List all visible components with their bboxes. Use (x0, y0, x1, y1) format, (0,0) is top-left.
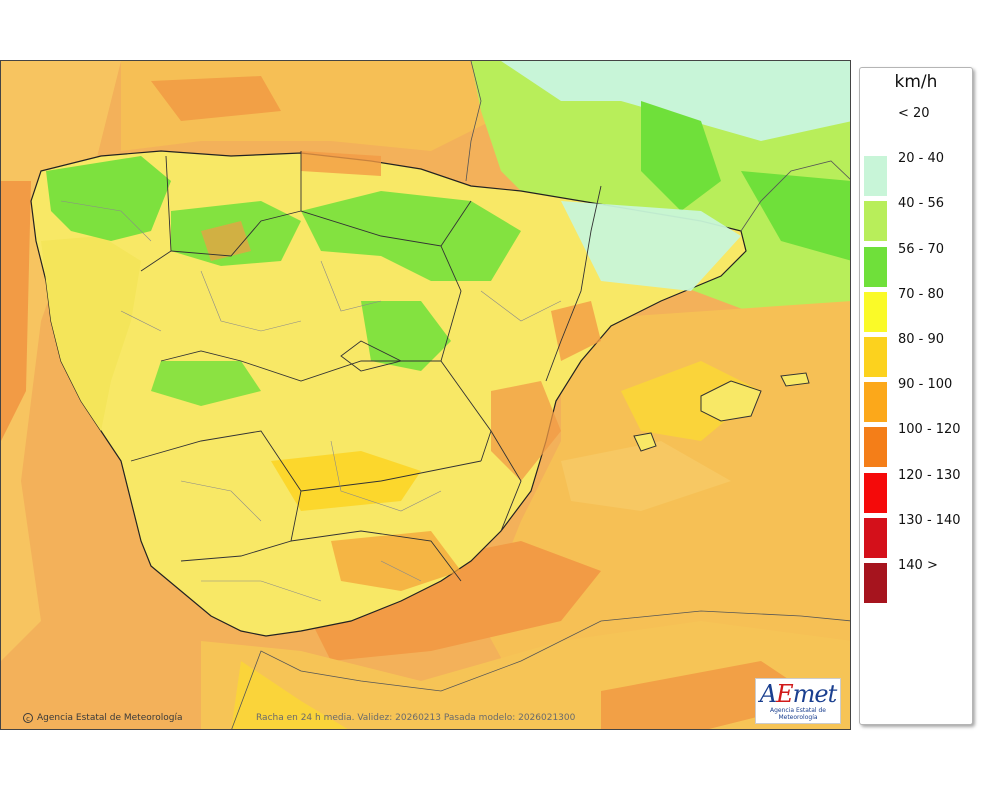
legend-item: 80 - 90 (864, 332, 968, 377)
legend-panel: km/h < 20 20 - 40 40 - 56 56 - 70 70 - 80 80 … (859, 67, 973, 725)
mallorca (700, 380, 762, 422)
legend-label: 140 > (898, 558, 938, 573)
wind-gust-map: c Agencia Estatal de Meteorología Racha … (0, 60, 851, 730)
copyright-text: Agencia Estatal de Meteorología (37, 713, 183, 723)
validity-caption: Racha en 24 h media. Validez: 20260213 P… (256, 713, 576, 723)
aemet-logo-subtitle: Agencia Estatal de Meteorología (769, 707, 826, 721)
legend-unit: km/h (894, 72, 938, 92)
legend-item: 140 > (864, 558, 968, 603)
legend-swatch (864, 472, 887, 513)
legend-swatch (864, 156, 887, 197)
legend-label: 56 - 70 (898, 241, 945, 257)
legend-swatch (864, 382, 887, 423)
legend-label: 130 - 140 (898, 512, 961, 528)
legend-swatch (864, 337, 887, 377)
legend-swatch (864, 291, 887, 332)
legend-label: 20 - 40 (898, 151, 945, 167)
legend-swatch (864, 427, 887, 468)
aemet-logo: AEmet Agencia Estatal de Meteorología (755, 678, 841, 724)
legend-swatch (864, 111, 887, 151)
legend-swatch (864, 563, 887, 603)
legend-item: 100 - 120 (864, 422, 968, 468)
legend-item: 90 - 100 (864, 377, 968, 423)
map-canvas (1, 61, 850, 729)
legend-item: 20 - 40 (864, 151, 968, 197)
copyright-notice: c Agencia Estatal de Meteorología (23, 713, 183, 723)
legend-label: 100 - 120 (898, 422, 961, 438)
legend-label: < 20 (898, 106, 930, 121)
menorca (780, 372, 810, 387)
legend-item: 40 - 56 (864, 196, 968, 242)
legend-item: 120 - 130 (864, 467, 968, 513)
legend-label: 80 - 90 (898, 332, 945, 347)
legend-label: 40 - 56 (898, 196, 945, 212)
legend-swatch (864, 201, 887, 242)
legend-item: 70 - 80 (864, 286, 968, 332)
legend-item: 56 - 70 (864, 241, 968, 287)
legend-swatch (864, 246, 887, 287)
ibiza (633, 432, 657, 452)
legend-label: 120 - 130 (898, 467, 961, 483)
legend-label: 90 - 100 (898, 377, 953, 393)
aemet-logo-mark: AEmet (759, 680, 837, 708)
copyright-icon: c (23, 713, 33, 723)
legend-label: 70 - 80 (898, 286, 945, 302)
legend-item: 130 - 140 (864, 512, 968, 558)
legend-item: < 20 (864, 106, 968, 151)
legend-swatch (864, 517, 887, 558)
